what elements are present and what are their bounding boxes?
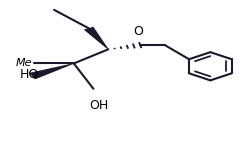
Text: Me: Me: [15, 59, 32, 68]
Polygon shape: [84, 27, 109, 49]
Polygon shape: [29, 63, 74, 79]
Text: OH: OH: [89, 99, 108, 112]
Text: HO: HO: [20, 68, 39, 81]
Text: O: O: [133, 25, 143, 38]
